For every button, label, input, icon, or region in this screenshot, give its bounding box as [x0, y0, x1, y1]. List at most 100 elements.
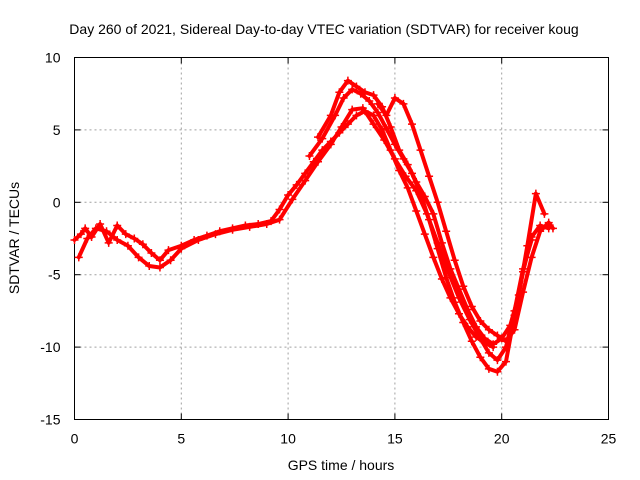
data-point-plus — [484, 364, 493, 373]
data-point-plus — [343, 76, 352, 85]
data-point-plus — [489, 340, 498, 349]
data-point-plus — [177, 244, 186, 253]
data-point-plus — [531, 189, 540, 198]
data-point-plus — [501, 357, 510, 366]
x-tick-label: 0 — [71, 431, 79, 447]
data-point-plus — [382, 124, 391, 133]
data-point-plus — [348, 105, 357, 114]
data-point-plus — [147, 248, 156, 257]
data-point-plus — [76, 230, 85, 239]
y-tick-label: -15 — [40, 412, 60, 428]
data-point-plus — [380, 136, 389, 145]
data-point-plus — [326, 111, 335, 120]
data-point-plus — [326, 140, 335, 149]
data-point-plus — [506, 321, 515, 330]
data-point-plus — [467, 337, 476, 346]
data-point-plus — [155, 256, 164, 265]
data-point-plus — [262, 220, 271, 229]
data-point-plus — [484, 325, 493, 334]
data-point-plus — [446, 264, 455, 273]
data-point-plus — [102, 227, 111, 236]
y-tick-label: 0 — [53, 194, 61, 210]
data-point-plus — [365, 96, 374, 105]
data-point-plus — [228, 225, 237, 234]
data-point-plus — [113, 235, 122, 244]
data-point-plus — [164, 246, 173, 255]
data-point-plus — [81, 224, 90, 233]
data-point-plus — [194, 235, 203, 244]
data-point-plus — [130, 234, 139, 243]
data-point-plus — [166, 256, 175, 265]
data-point-plus — [284, 191, 293, 200]
data-point-plus — [373, 108, 382, 117]
data-point-plus — [305, 151, 314, 160]
data-point-plus — [403, 183, 412, 192]
x-tick-label: 10 — [280, 431, 296, 447]
data-point-plus — [337, 123, 346, 132]
data-point-plus — [501, 337, 510, 346]
data-point-plus — [429, 209, 438, 218]
data-point-plus — [352, 82, 361, 91]
data-point-plus — [335, 88, 344, 97]
axis-ticks: 0 5 10 15 20 25 -15 -10 -5 0 5 10 — [40, 50, 616, 447]
data-point-plus — [314, 157, 323, 166]
series-track-e — [373, 94, 557, 346]
chart-title: Day 260 of 2021, Sidereal Day-to-day VTE… — [69, 21, 578, 37]
data-point-plus — [416, 146, 425, 155]
data-point-plus — [348, 85, 357, 94]
data-point-plus — [275, 215, 284, 224]
data-point-plus — [401, 172, 410, 181]
data-point-plus — [544, 218, 553, 227]
data-point-plus — [536, 227, 545, 236]
data-point-plus — [74, 253, 83, 262]
data-point-plus — [301, 176, 310, 185]
data-point-plus — [420, 230, 429, 239]
data-point-plus — [472, 322, 481, 331]
data-point-plus — [369, 120, 378, 129]
data-point-plus — [352, 111, 361, 120]
data-point-plus — [395, 146, 404, 155]
data-point-plus — [245, 222, 254, 231]
data-point-plus — [292, 180, 301, 189]
data-point-plus — [399, 99, 408, 108]
data-point-plus — [339, 94, 348, 103]
data-point-plus — [275, 205, 284, 214]
data-point-plus — [369, 111, 378, 120]
y-tick-label: -10 — [40, 339, 60, 355]
data-point-plus — [425, 172, 434, 181]
x-tick-label: 5 — [177, 431, 185, 447]
data-point-plus — [123, 241, 132, 250]
data-point-plus — [407, 120, 416, 129]
data-point-plus — [493, 367, 502, 376]
data-point-plus — [382, 111, 391, 120]
data-point-plus — [113, 221, 122, 230]
y-tick-label: -5 — [48, 267, 61, 283]
data-point-plus — [420, 192, 429, 201]
data-point-plus — [476, 353, 485, 362]
data-point-plus — [437, 238, 446, 247]
data-point-plus — [83, 234, 92, 243]
data-point-plus — [480, 334, 489, 343]
data-point-plus — [510, 325, 519, 334]
data-point-plus — [484, 348, 493, 357]
data-point-plus — [288, 195, 297, 204]
data-point-plus — [450, 298, 459, 307]
data-point-plus — [138, 240, 147, 249]
data-point-plus — [390, 154, 399, 163]
data-point-plus — [134, 253, 143, 262]
data-point-plus — [527, 253, 536, 262]
data-point-plus — [540, 209, 549, 218]
data-point-plus — [429, 253, 438, 262]
data-point-plus — [459, 318, 468, 327]
y-tick-label: 10 — [45, 50, 61, 66]
x-tick-label: 20 — [494, 431, 510, 447]
data-point-plus — [442, 273, 451, 282]
data-point-plus — [211, 230, 220, 239]
data-point-plus — [548, 224, 557, 233]
data-point-plus — [450, 256, 459, 265]
data-point-plus — [519, 288, 528, 297]
data-point-plus — [390, 94, 399, 103]
data-point-plus — [403, 160, 412, 169]
x-tick-label: 15 — [387, 431, 403, 447]
data-point-plus — [476, 317, 485, 326]
